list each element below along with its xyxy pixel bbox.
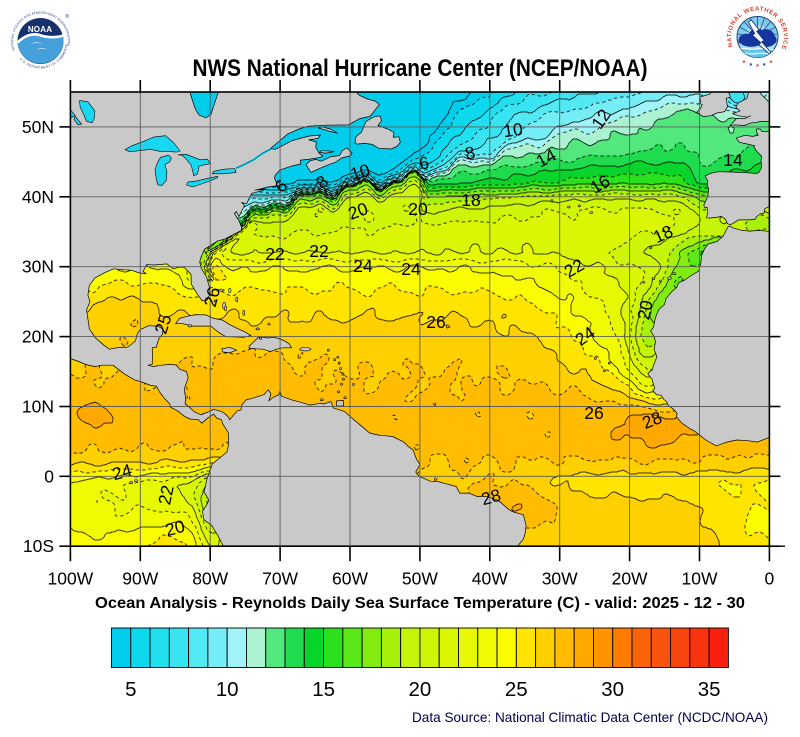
svg-text:15: 15 <box>312 678 335 701</box>
svg-text:NWS National Hurricane Center: NWS National Hurricane Center (NCEP/NOAA… <box>193 55 648 82</box>
svg-text:30W: 30W <box>542 569 578 589</box>
svg-text:6: 6 <box>417 152 430 173</box>
svg-text:40N: 40N <box>22 187 54 207</box>
svg-text:20: 20 <box>633 298 657 321</box>
svg-text:14: 14 <box>723 150 743 170</box>
svg-text:5: 5 <box>125 678 136 701</box>
svg-text:26: 26 <box>200 285 224 309</box>
svg-text:20W: 20W <box>612 569 648 589</box>
svg-text:®: ® <box>66 13 70 20</box>
svg-text:100W: 100W <box>48 569 94 589</box>
svg-text:28: 28 <box>479 485 503 509</box>
svg-text:25: 25 <box>505 678 528 701</box>
svg-text:40W: 40W <box>472 569 508 589</box>
svg-text:10: 10 <box>502 119 524 142</box>
svg-text:60W: 60W <box>332 569 368 589</box>
svg-text:35: 35 <box>698 678 721 701</box>
svg-text:20N: 20N <box>22 327 54 347</box>
svg-text:26: 26 <box>584 403 603 423</box>
svg-text:90W: 90W <box>122 569 158 589</box>
svg-text:80W: 80W <box>192 569 228 589</box>
svg-text:22: 22 <box>154 483 178 506</box>
svg-text:0: 0 <box>44 466 54 486</box>
svg-text:22: 22 <box>309 241 328 261</box>
svg-text:Data Source: National Climatic: Data Source: National Climatic Data Cent… <box>412 709 768 725</box>
svg-text:NOAA: NOAA <box>28 25 52 34</box>
svg-text:50W: 50W <box>402 569 438 589</box>
svg-text:20: 20 <box>408 678 431 701</box>
svg-text:24: 24 <box>401 259 421 279</box>
svg-text:10N: 10N <box>22 397 54 417</box>
svg-text:70W: 70W <box>262 569 298 589</box>
svg-text:20: 20 <box>408 199 428 219</box>
svg-text:18: 18 <box>461 190 480 210</box>
svg-text:10: 10 <box>216 678 239 701</box>
svg-text:26: 26 <box>426 312 445 332</box>
svg-text:30N: 30N <box>22 257 54 277</box>
svg-text:0: 0 <box>765 569 775 589</box>
svg-text:30: 30 <box>601 678 624 701</box>
svg-text:24: 24 <box>353 256 373 276</box>
svg-text:10S: 10S <box>23 536 54 556</box>
svg-text:50N: 50N <box>22 117 54 137</box>
svg-text:22: 22 <box>265 244 284 264</box>
svg-text:Ocean Analysis - Reynolds Dail: Ocean Analysis - Reynolds Daily Sea Surf… <box>95 595 745 612</box>
svg-text:10W: 10W <box>682 569 718 589</box>
